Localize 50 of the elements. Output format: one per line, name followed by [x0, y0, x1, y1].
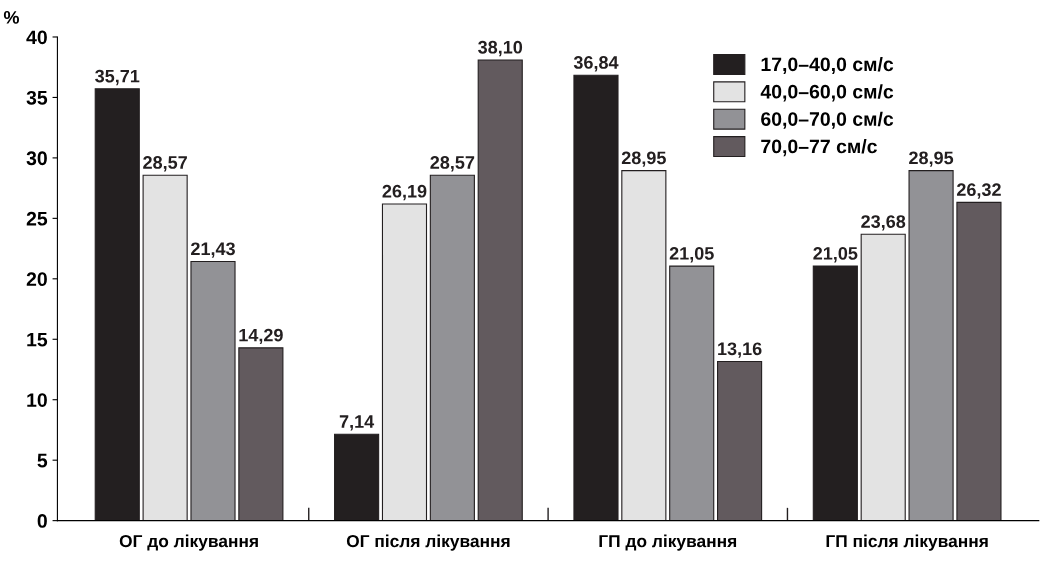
bar	[860, 233, 906, 521]
data-label: 21,43	[191, 242, 235, 258]
bar	[142, 174, 188, 521]
x-tick-label: ГП до лікування	[599, 534, 737, 551]
bar	[94, 88, 140, 521]
data-label: 28,95	[621, 151, 666, 167]
bar	[238, 347, 284, 521]
y-tick-label: 10	[27, 393, 47, 407]
x-tick-label: ОГ до лікування	[119, 534, 258, 551]
data-label: 38,10	[478, 40, 523, 57]
data-label: 21,05	[669, 246, 714, 263]
data-label: 26,19	[382, 184, 427, 201]
bar	[717, 360, 763, 521]
legend-label: 40,0–60,0 см/с	[760, 84, 894, 102]
bar	[812, 265, 858, 521]
y-tick-label: 5	[37, 453, 48, 468]
bar	[334, 433, 380, 521]
x-tick-label: ГП після лікування	[826, 534, 988, 551]
bar	[429, 174, 475, 521]
data-label: 28,57	[143, 156, 187, 172]
bar	[477, 59, 523, 521]
bar	[381, 203, 428, 521]
y-tick-label: 35	[26, 90, 48, 105]
data-label: 26,32	[956, 183, 1001, 199]
data-label: 23,68	[861, 215, 906, 231]
bar	[190, 260, 236, 521]
data-label: 13,16	[718, 342, 762, 358]
y-tick-label: 25	[26, 211, 48, 226]
legend-label: 60,0–70,0 см/с	[761, 111, 894, 129]
y-tick-label: 0	[37, 514, 47, 528]
bar	[573, 74, 619, 521]
bar	[908, 170, 954, 521]
y-tick-label: 20	[26, 272, 47, 287]
data-label: 14,29	[239, 328, 283, 345]
bar	[669, 265, 715, 521]
data-label: 28,57	[430, 156, 475, 172]
bar	[956, 201, 1002, 521]
data-label: 35,71	[95, 69, 140, 86]
legend-label: 17,0–40,0 см/с	[761, 56, 894, 75]
data-label: 21,05	[813, 246, 858, 263]
data-label: 36,84	[573, 56, 619, 72]
y-axis-title: %	[3, 11, 20, 24]
y-tick-label: 40	[26, 30, 47, 45]
bar	[621, 170, 667, 521]
y-tick-label: 15	[27, 332, 48, 347]
x-tick-label: ОГ після лікування	[346, 534, 510, 551]
data-label: 28,95	[909, 151, 954, 167]
legend-label: 70,0–77 см/с	[761, 139, 877, 157]
data-label: 7,14	[339, 415, 375, 431]
y-tick-label: 30	[26, 151, 47, 166]
